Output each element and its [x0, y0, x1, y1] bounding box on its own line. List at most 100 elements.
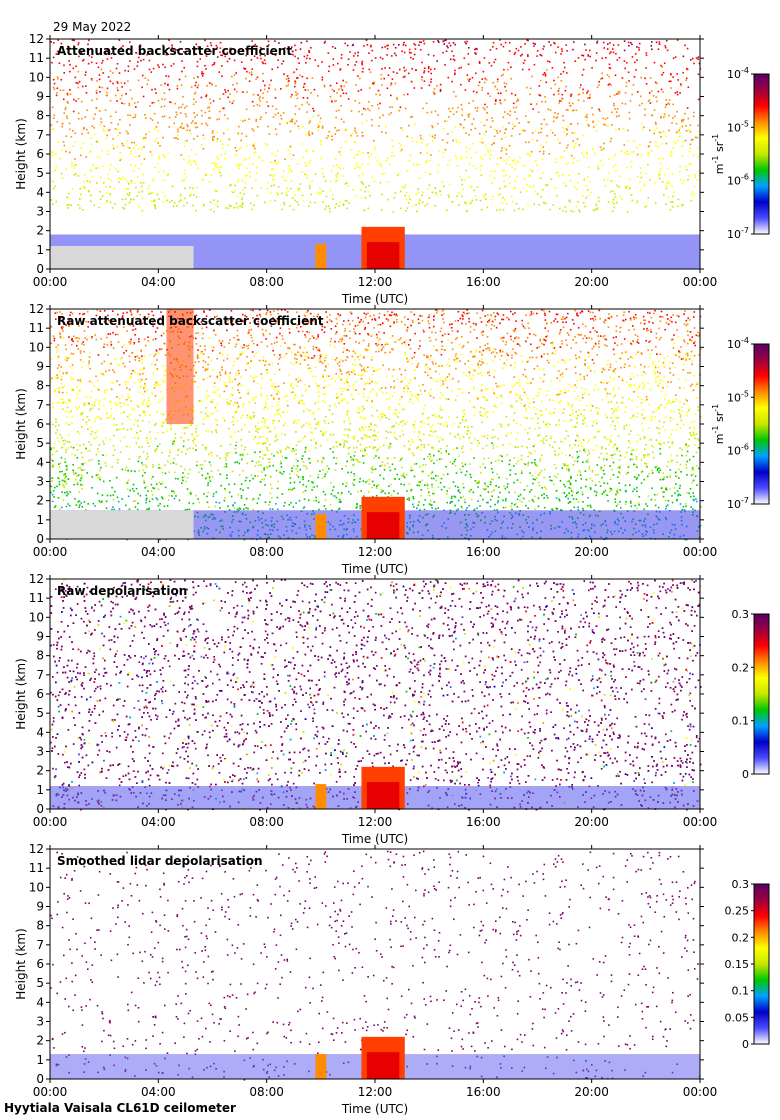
colorbar: 0 0.1 0.2 0.3: [732, 608, 770, 781]
x-tick-label: 16:00: [466, 815, 501, 829]
colorbar: 10-7 10-6 10-5 10-4 m-1 sr-1: [711, 336, 770, 511]
y-tick-label: 3: [36, 205, 44, 219]
y-axis-label: Height (km): [14, 928, 28, 999]
colorbar-tick-label: 0.05: [725, 1011, 750, 1024]
y-tick-label: 11: [29, 51, 44, 65]
instrument-label: Hyytiala Vaisala CL61D ceilometer: [4, 1101, 236, 1115]
x-tick-label: 00:00: [33, 1085, 68, 1099]
colorbar-tick-label: 0.1: [732, 715, 750, 728]
x-tick-label: 16:00: [466, 1085, 501, 1099]
colorbar-tick-label: 10-4: [727, 336, 749, 351]
y-tick-label: 4: [36, 725, 44, 739]
x-tick-label: 00:00: [33, 545, 68, 559]
colorbar-tick-label: 10-7: [727, 496, 749, 511]
heatmap-field: [50, 579, 702, 811]
x-tick-label: 12:00: [358, 545, 393, 559]
y-tick-label: 6: [36, 417, 44, 431]
colorbar-tick-label: 10-5: [727, 119, 749, 134]
y-tick-label: 2: [36, 764, 44, 778]
colorbar-tick-label: 10-6: [727, 443, 749, 458]
x-tick-label: 00:00: [683, 815, 718, 829]
colorbar-gradient: [753, 73, 770, 235]
chart-title: Raw depolarisation: [57, 584, 187, 598]
y-tick-label: 12: [29, 842, 44, 856]
x-tick-label: 04:00: [141, 545, 176, 559]
chart-title: Attenuated backscatter coefficient: [57, 44, 292, 58]
colorbar-tick-label: 10-5: [727, 389, 749, 404]
colorbar-tick-label: 0.2: [732, 661, 750, 674]
colorbar-unit-label: m-1 sr-1: [711, 134, 726, 174]
x-axis-label: Time (UTC): [341, 292, 408, 306]
x-tick-label: 08:00: [249, 275, 284, 289]
date-label: 29 May 2022: [53, 20, 132, 34]
y-tick-label: 11: [29, 321, 44, 335]
y-tick-label: 8: [36, 379, 44, 393]
y-tick-label: 1: [36, 243, 44, 257]
x-tick-label: 00:00: [683, 1085, 718, 1099]
x-tick-label: 12:00: [358, 1085, 393, 1099]
y-tick-label: 10: [29, 880, 44, 894]
x-tick-label: 12:00: [358, 275, 393, 289]
x-tick-label: 00:00: [33, 275, 68, 289]
y-tick-label: 7: [36, 668, 44, 682]
y-tick-label: 12: [29, 302, 44, 316]
y-tick-label: 8: [36, 109, 44, 123]
y-axis-label: Height (km): [14, 658, 28, 729]
y-tick-label: 4: [36, 455, 44, 469]
heatmap-field: [50, 309, 702, 541]
y-tick-label: 5: [36, 976, 44, 990]
y-axis-label: Height (km): [14, 388, 28, 459]
y-tick-label: 9: [36, 90, 44, 104]
colorbar-gradient: [753, 883, 770, 1045]
y-axis-label: Height (km): [14, 118, 28, 189]
y-tick-label: 0: [36, 262, 44, 276]
x-tick-label: 00:00: [33, 815, 68, 829]
y-tick-label: 9: [36, 900, 44, 914]
y-tick-label: 5: [36, 706, 44, 720]
y-tick-label: 7: [36, 938, 44, 952]
colorbar-tick-label: 10-7: [727, 226, 749, 241]
x-tick-label: 12:00: [358, 815, 393, 829]
y-tick-label: 11: [29, 591, 44, 605]
y-tick-label: 12: [29, 32, 44, 46]
y-tick-label: 5: [36, 436, 44, 450]
y-tick-label: 9: [36, 360, 44, 374]
y-tick-label: 10: [29, 70, 44, 84]
y-tick-label: 3: [36, 475, 44, 489]
y-tick-label: 8: [36, 919, 44, 933]
x-tick-label: 16:00: [466, 545, 501, 559]
y-tick-label: 7: [36, 128, 44, 142]
colorbar-tick-label: 0.15: [725, 958, 750, 971]
colorbar-tick-label: 0.2: [732, 931, 750, 944]
y-tick-label: 11: [29, 861, 44, 875]
colorbar: 0 0.05 0.1 0.15 0.2 0.25 0.3: [725, 878, 770, 1051]
y-tick-label: 0: [36, 532, 44, 546]
y-tick-label: 2: [36, 1034, 44, 1048]
x-tick-label: 04:00: [141, 1085, 176, 1099]
x-axis-label: Time (UTC): [341, 832, 408, 846]
colorbar-gradient: [753, 343, 770, 505]
y-tick-label: 0: [36, 1072, 44, 1086]
y-tick-label: 2: [36, 224, 44, 238]
x-tick-label: 08:00: [249, 815, 284, 829]
y-tick-label: 12: [29, 572, 44, 586]
y-tick-label: 10: [29, 340, 44, 354]
y-tick-label: 10: [29, 610, 44, 624]
x-axis-label: Time (UTC): [341, 562, 408, 576]
y-tick-label: 3: [36, 745, 44, 759]
colorbar: 10-7 10-6 10-5 10-4 m-1 sr-1: [711, 66, 770, 241]
y-tick-label: 7: [36, 398, 44, 412]
x-tick-label: 04:00: [141, 815, 176, 829]
colorbar-tick-label: 10-6: [727, 173, 749, 188]
colorbar-tick-label: 0: [742, 1038, 749, 1051]
y-tick-label: 5: [36, 166, 44, 180]
x-tick-label: 20:00: [574, 815, 609, 829]
x-tick-label: 00:00: [683, 275, 718, 289]
chart-title: Smoothed lidar depolarisation: [57, 854, 263, 868]
heatmap-field: [50, 39, 702, 269]
y-tick-label: 6: [36, 147, 44, 161]
